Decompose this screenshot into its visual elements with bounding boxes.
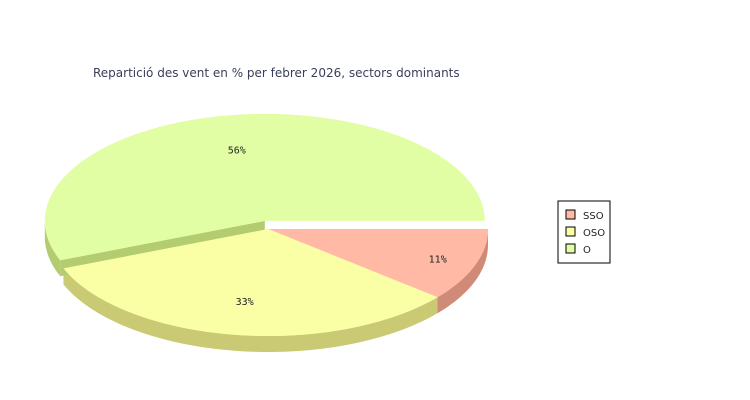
slice-label-oso: 33%: [236, 297, 254, 308]
legend-label-o: O: [583, 245, 591, 256]
legend-label-sso: SSO: [583, 211, 604, 222]
legend-swatch-sso: [565, 209, 576, 220]
pie-slice-side-sso: [437, 229, 488, 314]
legend-swatch-oso: [565, 226, 576, 237]
slice-labels: 11% 33% 56%: [228, 145, 447, 308]
chart-title: Repartició des vent en % per febrer 2026…: [93, 66, 460, 80]
pie-slice-o: [44, 113, 485, 261]
legend: SSO OSO O: [557, 200, 611, 264]
slice-label-o: 56%: [228, 145, 246, 156]
pie-slice-side-o: [44, 220, 61, 277]
legend-label-oso: OSO: [583, 228, 605, 239]
slice-label-sso: 11%: [429, 255, 447, 266]
pie-area: [44, 113, 488, 352]
pie-slice-oso: [63, 229, 438, 336]
legend-swatch-o: [565, 243, 576, 254]
pie-slice-side-oso: [63, 268, 438, 352]
pie-slice-sso: [268, 229, 488, 298]
